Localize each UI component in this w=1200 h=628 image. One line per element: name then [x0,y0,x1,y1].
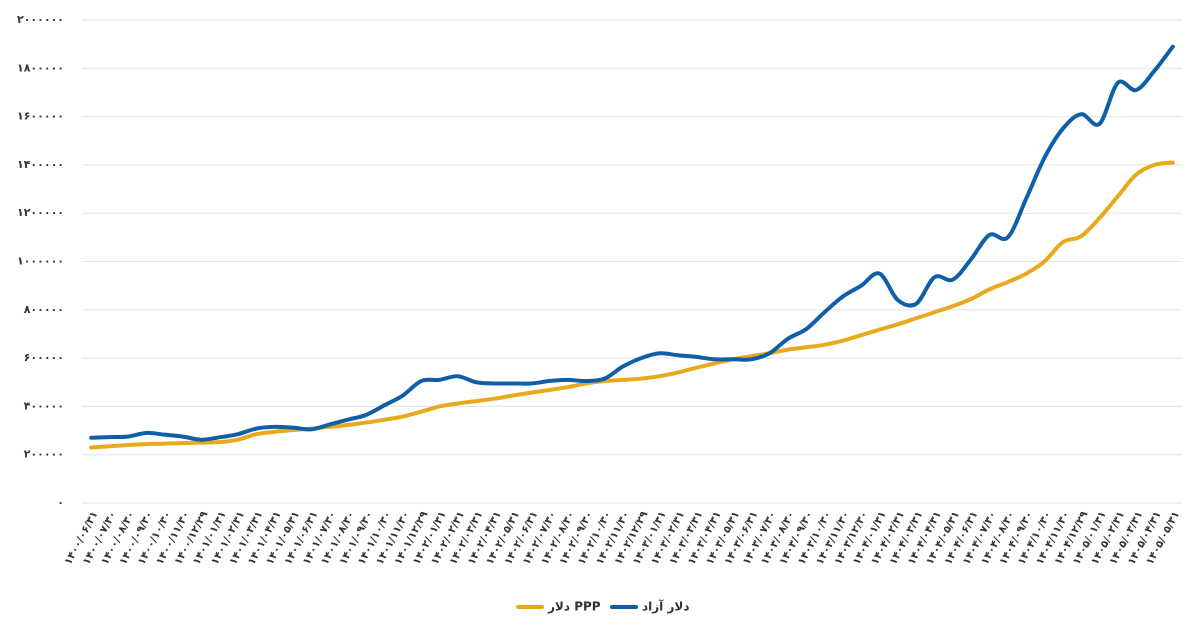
y-tick-label: ۰ [57,496,64,509]
legend-label: دلار آزاد [642,599,689,614]
y-tick-label: ۴۰۰۰۰۰ [24,399,64,412]
y-tick-label: ۱۰۰۰۰۰۰ [17,255,64,268]
y-tick-label: ۲۰۰۰۰۰۰ [17,13,64,26]
line-series [89,44,1175,442]
y-tick-label: ۱۸۰۰۰۰۰ [17,61,64,74]
y-tick-label: ۶۰۰۰۰۰ [24,351,64,364]
y-tick-label: ۸۰۰۰۰۰ [24,303,64,316]
legend-label: دلار PPP [547,600,601,614]
y-tick-label: ۱۲۰۰۰۰۰ [17,206,64,219]
y-tick-label: ۱۴۰۰۰۰۰ [17,158,64,171]
line-series [89,160,1175,450]
y-tick-label: ۲۰۰۰۰۰ [24,448,64,461]
y-tick-label: ۱۶۰۰۰۰۰ [17,110,64,123]
